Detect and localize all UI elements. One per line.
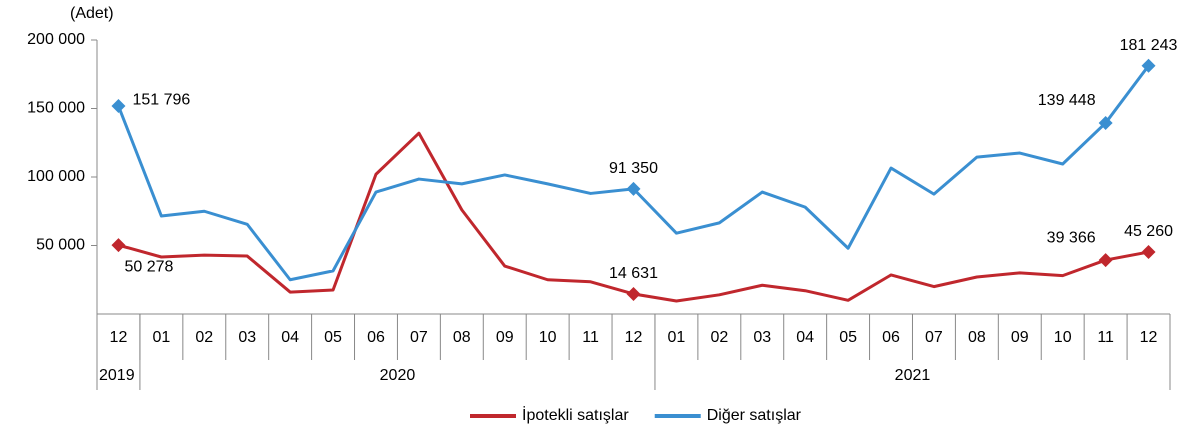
marker bbox=[1098, 253, 1113, 268]
x-tick-label: 03 bbox=[753, 329, 771, 346]
x-tick-label: 02 bbox=[195, 329, 213, 346]
x-tick-label: 07 bbox=[410, 329, 428, 346]
x-tick-label: 10 bbox=[539, 329, 557, 346]
legend-label: İpotekli satışlar bbox=[522, 405, 629, 424]
x-tick-label: 06 bbox=[367, 329, 385, 346]
x-tick-label: 05 bbox=[839, 329, 857, 346]
x-tick-label: 10 bbox=[1054, 329, 1072, 346]
x-tick-label: 02 bbox=[710, 329, 728, 346]
group-label: 2019 bbox=[99, 367, 135, 384]
x-tick-label: 04 bbox=[281, 329, 299, 346]
data-label: 50 278 bbox=[124, 258, 173, 275]
x-tick-label: 12 bbox=[110, 329, 128, 346]
x-tick-label: 07 bbox=[925, 329, 943, 346]
x-tick-label: 01 bbox=[152, 329, 170, 346]
x-tick-label: 03 bbox=[238, 329, 256, 346]
marker bbox=[111, 99, 126, 114]
marker bbox=[626, 286, 641, 301]
data-label: 181 243 bbox=[1120, 37, 1178, 54]
marker bbox=[626, 181, 641, 196]
data-label: 91 350 bbox=[609, 160, 658, 177]
data-label: 45 260 bbox=[1124, 223, 1173, 240]
marker bbox=[1098, 115, 1113, 130]
x-tick-label: 08 bbox=[968, 329, 986, 346]
data-label: 39 366 bbox=[1047, 229, 1096, 246]
group-label: 2020 bbox=[380, 367, 416, 384]
y-tick-label: 150 000 bbox=[27, 100, 85, 117]
group-label: 2021 bbox=[895, 367, 931, 384]
data-label: 14 631 bbox=[609, 265, 658, 282]
x-tick-label: 01 bbox=[668, 329, 686, 346]
x-tick-label: 06 bbox=[882, 329, 900, 346]
marker bbox=[111, 238, 126, 253]
x-tick-label: 08 bbox=[453, 329, 471, 346]
data-label: 139 448 bbox=[1038, 92, 1096, 109]
legend-label: Diğer satışlar bbox=[707, 407, 802, 424]
y-tick-label: 100 000 bbox=[27, 168, 85, 185]
x-tick-label: 04 bbox=[796, 329, 814, 346]
marker bbox=[1141, 244, 1156, 259]
x-tick-label: 12 bbox=[625, 329, 643, 346]
y-tick-label: 200 000 bbox=[27, 31, 85, 48]
y-axis-label: (Adet) bbox=[70, 5, 114, 22]
x-tick-label: 09 bbox=[496, 329, 514, 346]
x-tick-label: 11 bbox=[1097, 329, 1114, 346]
y-tick-label: 50 000 bbox=[36, 237, 85, 254]
x-tick-label: 11 bbox=[582, 329, 599, 346]
data-label: 151 796 bbox=[132, 91, 190, 108]
x-tick-label: 05 bbox=[324, 329, 342, 346]
x-tick-label: 09 bbox=[1011, 329, 1029, 346]
x-tick-label: 12 bbox=[1140, 329, 1158, 346]
marker bbox=[1141, 58, 1156, 73]
